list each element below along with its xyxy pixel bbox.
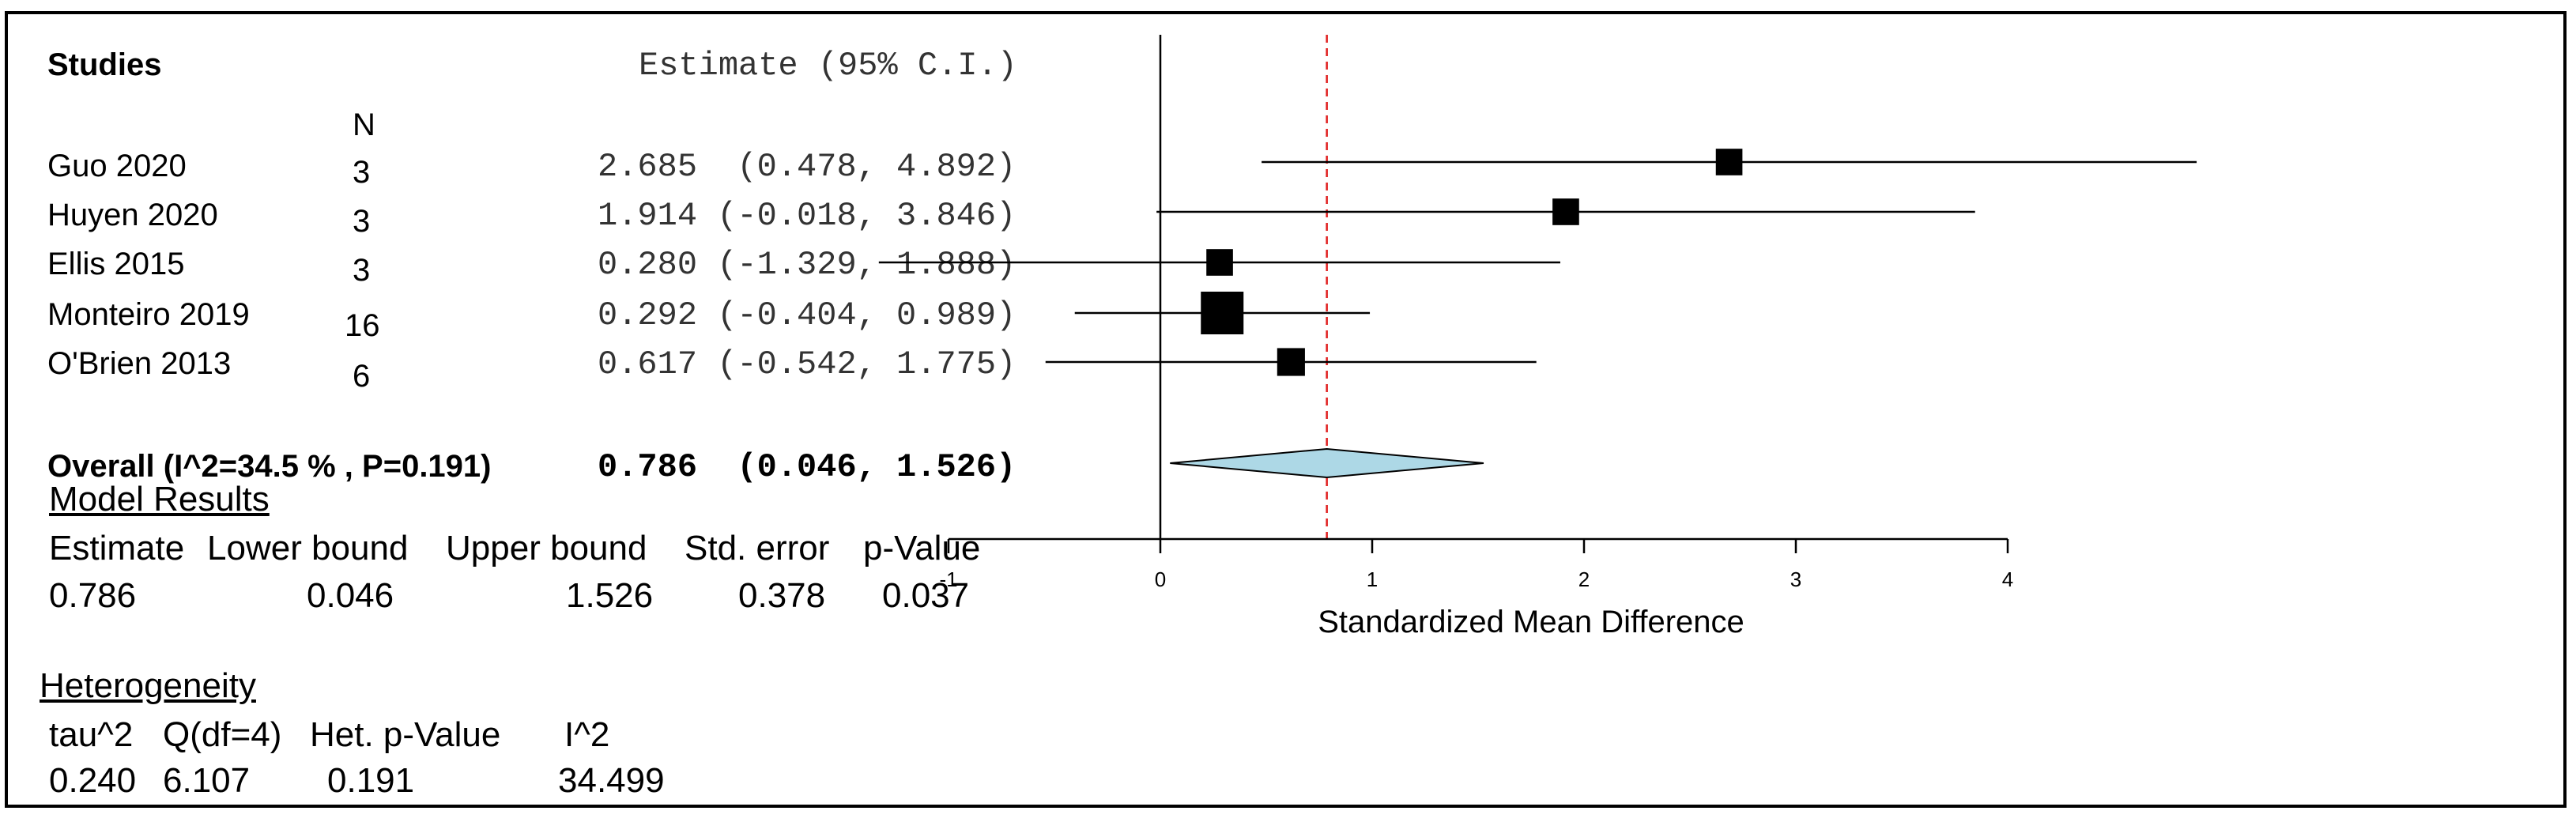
studies-header: Studies [47, 47, 162, 82]
het-header-tau2: tau^2 [49, 715, 134, 754]
study-marker [1201, 292, 1244, 334]
model-value-p: 0.037 [882, 576, 970, 615]
model-header-se: Std. error [685, 529, 830, 567]
study-n: 6 [353, 359, 371, 394]
study-marker [1277, 348, 1305, 376]
x-tick-label: 4 [2002, 567, 2013, 591]
x-tick-label: 2 [1578, 567, 1590, 591]
heterogeneity-title: Heterogeneity [40, 666, 256, 705]
het-header-q: Q(df=4) [163, 715, 282, 754]
x-axis-label: Standardized Mean Difference [1318, 605, 1744, 639]
study-n: 16 [345, 308, 380, 343]
study-n: 3 [353, 204, 371, 239]
study-n: 3 [353, 253, 371, 288]
study-marker [1552, 198, 1579, 225]
study-name: Huyen 2020 [47, 198, 218, 232]
study-estimate: 2.685 (0.478, 4.892) [598, 148, 1016, 186]
het-header-i2: I^2 [564, 715, 610, 754]
overall-diamond [1170, 447, 1484, 479]
n-header: N [353, 107, 375, 142]
overall-label: Overall (I^2=34.5 % , P=0.191) [47, 449, 492, 484]
het-value-q: 6.107 [163, 761, 251, 800]
model-value-upper: 1.526 [566, 576, 654, 615]
het-value-tau2: 0.240 [49, 761, 137, 800]
model-value-estimate: 0.786 [49, 576, 137, 615]
model-header-upper: Upper bound [446, 529, 647, 567]
study-estimate: 0.292 (-0.404, 0.989) [598, 296, 1016, 334]
model-value-se: 0.378 [738, 576, 826, 615]
study-name: O'Brien 2013 [47, 346, 232, 381]
study-name: Guo 2020 [47, 149, 187, 183]
overall-estimate: 0.786 (0.046, 1.526) [598, 448, 1016, 486]
study-estimate: 0.280 (-1.329, 1.888) [598, 246, 1016, 284]
study-estimate: 0.617 (-0.542, 1.775) [598, 345, 1016, 383]
x-tick-label: 3 [1790, 567, 1801, 591]
het-value-i2: 34.499 [558, 761, 665, 800]
model-results-title: Model Results [49, 480, 270, 518]
study-name: Monteiro 2019 [47, 297, 250, 332]
study-estimate: 1.914 (-0.018, 3.846) [598, 197, 1016, 235]
study-marker [1206, 249, 1233, 276]
study-n: 3 [353, 155, 371, 190]
model-value-lower: 0.046 [307, 576, 394, 615]
het-header-p: Het. p-Value [310, 715, 501, 754]
model-header-p: p-Value [863, 529, 981, 567]
het-value-p: 0.191 [327, 761, 415, 800]
model-header-lower: Lower bound [207, 529, 409, 567]
x-tick-label: -1 [939, 567, 957, 591]
x-tick-label: 1 [1367, 567, 1378, 591]
study-marker [1715, 149, 1743, 175]
x-tick-label: 0 [1155, 567, 1166, 591]
model-header-estimate: Estimate [49, 529, 185, 567]
figure-frame [5, 11, 2567, 808]
estimate-header: Estimate (95% C.I.) [639, 47, 1017, 85]
study-name: Ellis 2015 [47, 247, 185, 281]
